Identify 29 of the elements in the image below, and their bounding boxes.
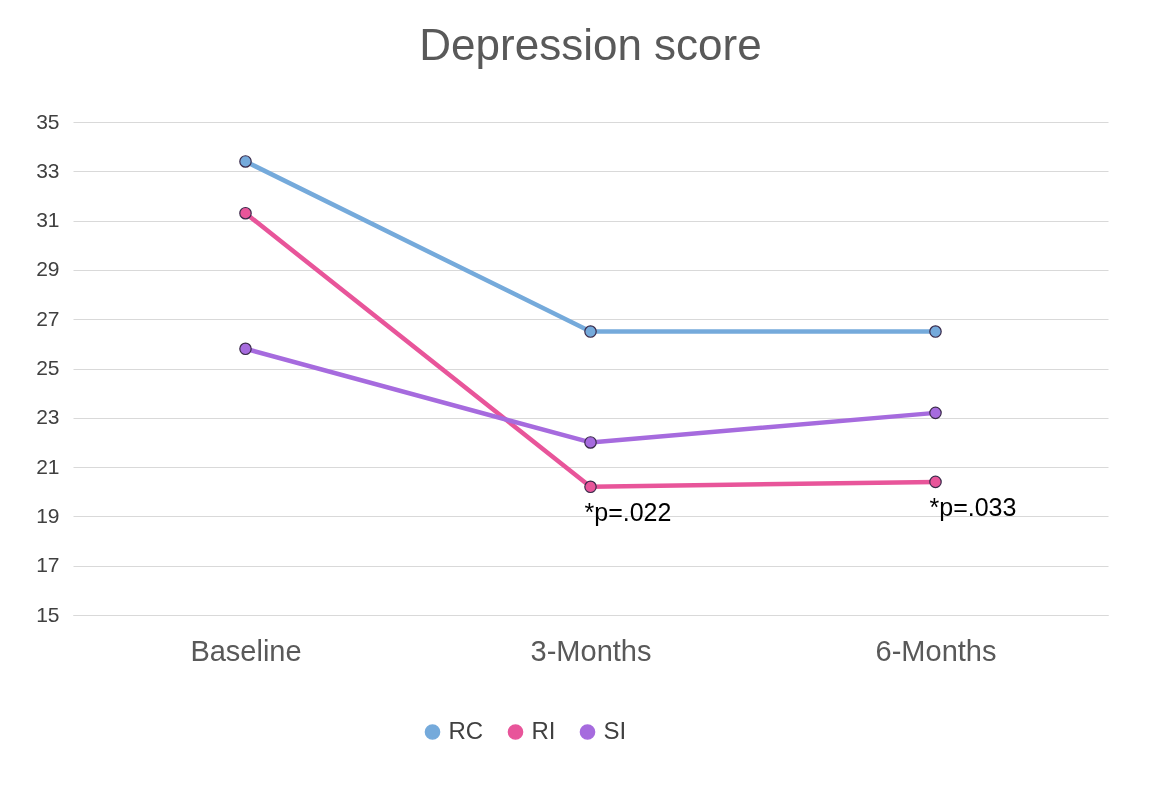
point: [239, 206, 252, 220]
point: [929, 406, 942, 420]
point: [584, 325, 597, 338]
x-tick-label: Baseline: [190, 634, 302, 667]
y-tick-label: 19: [36, 503, 60, 527]
point: [584, 480, 597, 494]
y-tick-label: 15: [36, 602, 60, 626]
x-tick-label: 3-Months: [530, 634, 652, 667]
y-tick-label: 29: [36, 257, 60, 281]
y-tick-label: 21: [36, 454, 60, 478]
y-tick-label: 35: [36, 109, 60, 133]
annotation: *p=.022: [584, 497, 672, 526]
point: [929, 475, 942, 489]
y-tick-label: 31: [36, 208, 60, 232]
legend-label: SI: [603, 717, 627, 744]
point: [239, 155, 252, 168]
y-tick-label: 25: [36, 356, 60, 379]
annotation: *p=.033: [929, 492, 1017, 521]
y-tick-label: 27: [36, 306, 60, 330]
chart-title: Depression score: [419, 20, 762, 69]
x-tick-label: 6-Months: [875, 634, 997, 667]
point: [584, 436, 597, 449]
y-tick-label: 23: [36, 405, 60, 429]
point: [929, 325, 942, 338]
y-tick-label: 33: [36, 158, 60, 182]
point: [239, 342, 252, 356]
legend-label: RC: [448, 717, 484, 744]
legend-label: RI: [531, 717, 556, 744]
y-tick-label: 17: [36, 553, 60, 577]
